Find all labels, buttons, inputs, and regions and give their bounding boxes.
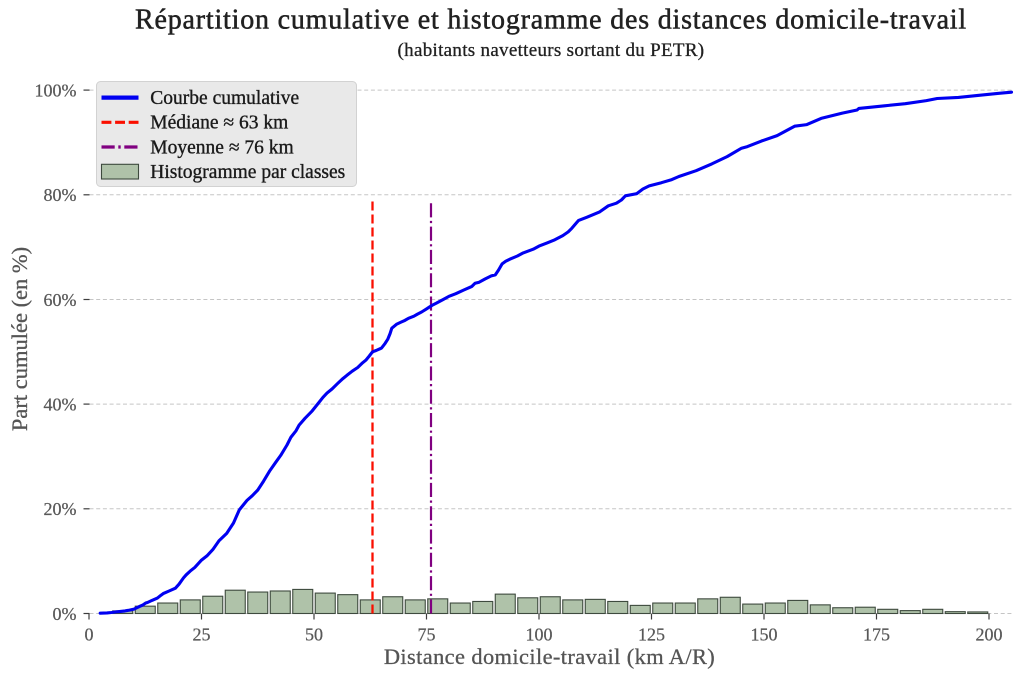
svg-text:0%: 0% (53, 604, 77, 624)
svg-text:20%: 20% (44, 499, 77, 519)
svg-text:60%: 60% (44, 290, 77, 310)
svg-text:50: 50 (305, 625, 323, 645)
svg-text:Répartition cumulative et hist: Répartition cumulative et histogramme de… (135, 5, 967, 36)
svg-text:25: 25 (193, 625, 211, 645)
svg-text:40%: 40% (44, 394, 77, 414)
svg-text:Histogramme par classes: Histogramme par classes (150, 162, 345, 183)
svg-text:200: 200 (976, 625, 1003, 645)
svg-text:0: 0 (85, 625, 94, 645)
svg-text:(habitants navetteurs sortant: (habitants navetteurs sortant du PETR) (398, 40, 705, 61)
svg-text:100%: 100% (35, 80, 77, 100)
svg-text:Moyenne ≈ 76 km: Moyenne ≈ 76 km (150, 137, 293, 158)
svg-text:100: 100 (526, 625, 553, 645)
svg-text:175: 175 (863, 625, 890, 645)
svg-text:Part cumulée (en %): Part cumulée (en %) (7, 247, 32, 431)
svg-text:80%: 80% (44, 185, 77, 205)
svg-text:Médiane ≈ 63 km: Médiane ≈ 63 km (150, 113, 288, 134)
svg-text:Courbe cumulative: Courbe cumulative (150, 88, 299, 109)
svg-text:Distance domicile-travail (km: Distance domicile-travail (km A/R) (384, 644, 715, 669)
svg-text:150: 150 (751, 625, 778, 645)
svg-text:75: 75 (418, 625, 436, 645)
svg-text:125: 125 (638, 625, 665, 645)
